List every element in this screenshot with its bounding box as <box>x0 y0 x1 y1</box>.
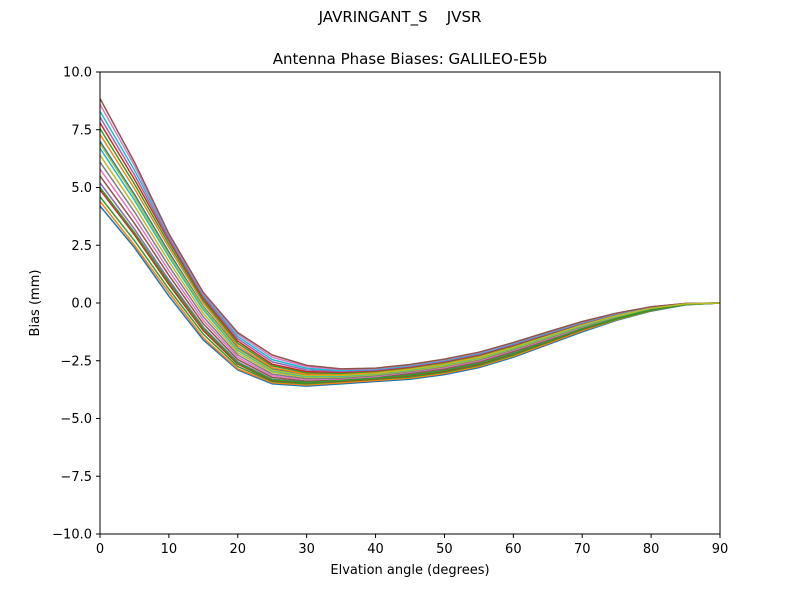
y-axis: −10.0 −7.5 −5.0 −2.5 0.0 2.5 5.0 7.5 10.0 <box>52 66 100 543</box>
figure-suptitle: JAVRINGANT_S JVSR <box>318 8 482 26</box>
series-line-13 <box>99 128 721 374</box>
x-tick-label: 30 <box>298 542 315 557</box>
x-axis-label: Elvation angle (degrees) <box>330 563 489 578</box>
x-tick-label: 90 <box>712 542 729 557</box>
series-line-9 <box>99 154 721 379</box>
series-line-20 <box>99 143 721 377</box>
x-tick-label: 0 <box>96 542 104 557</box>
x-tick-label: 20 <box>230 542 247 557</box>
y-tick-label: −5.0 <box>60 412 92 427</box>
y-tick-label: 5.0 <box>71 181 92 196</box>
series-line-8 <box>99 161 721 380</box>
series-layer <box>99 98 721 387</box>
y-tick-label: 10.0 <box>63 66 92 81</box>
y-tick-label: 2.5 <box>71 239 92 254</box>
plot-frame <box>99 71 721 535</box>
x-tick-label: 80 <box>643 542 660 557</box>
series-line-19 <box>99 187 721 384</box>
series-line-1 <box>99 205 721 387</box>
series-line-11 <box>99 140 721 376</box>
y-tick-label: 0.0 <box>71 297 92 312</box>
chart-title: Antenna Phase Biases: GALILEO-E5b <box>273 50 547 68</box>
y-tick-label: −10.0 <box>52 528 92 543</box>
series-line-14 <box>99 122 721 374</box>
y-tick-label: 7.5 <box>71 123 92 138</box>
x-tick-label: 60 <box>505 542 522 557</box>
series-line-15 <box>99 116 721 373</box>
y-axis-label: Bias (mm) <box>28 270 43 337</box>
x-tick-label: 50 <box>436 542 453 557</box>
y-tick-label: −2.5 <box>60 354 92 369</box>
series-line-16 <box>99 110 721 372</box>
x-tick-label: 10 <box>161 542 178 557</box>
series-line-12 <box>99 133 721 375</box>
series-line-10 <box>99 147 721 378</box>
x-tick-label: 70 <box>574 542 591 557</box>
y-tick-label: −7.5 <box>60 470 92 485</box>
series-line-17 <box>99 103 721 371</box>
x-axis: 0 10 20 30 40 50 60 70 80 90 <box>96 534 728 557</box>
series-line-18 <box>99 98 721 370</box>
x-tick-label: 40 <box>367 542 384 557</box>
